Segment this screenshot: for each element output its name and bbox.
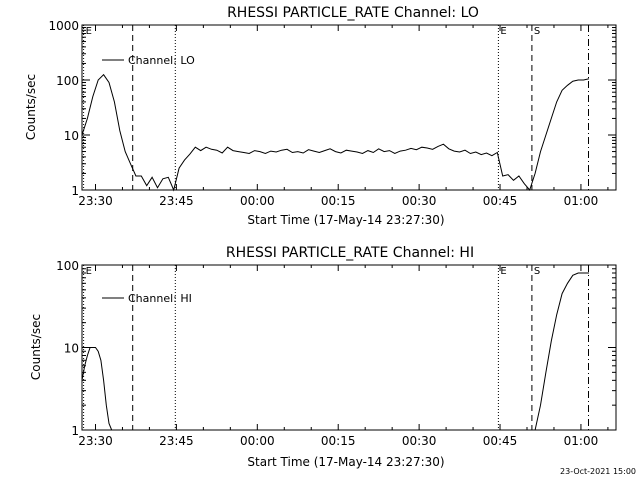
panel-hi: RHESSI PARTICLE_RATE Channel: HI E E S 23:… xyxy=(29,245,617,469)
legend-label: Channel: HI xyxy=(128,292,192,305)
x-tick-label: 00:30 xyxy=(402,434,437,448)
x-tick-label: 00:00 xyxy=(240,434,275,448)
series-line xyxy=(81,272,589,431)
chart-title: RHESSI PARTICLE_RATE Channel: HI xyxy=(226,245,474,261)
x-tick-label: 00:15 xyxy=(321,434,356,448)
plot-frame xyxy=(81,24,617,191)
legend: Channel: HI xyxy=(102,292,192,305)
chart-title: RHESSI PARTICLE_RATE Channel: LO xyxy=(227,5,479,21)
y-axis-label: Counts/sec xyxy=(24,74,38,140)
x-tick-label: 00:45 xyxy=(483,434,518,448)
x-tick-label: 01:00 xyxy=(564,194,599,208)
axis-ticks: 23:30 23:45 00:00 00:15 00:30 00:45 01:00 1 10 10… xyxy=(56,259,616,448)
y-tick-label: 100 xyxy=(56,259,79,273)
x-tick-label: 23:45 xyxy=(159,434,194,448)
x-tick-label: 23:30 xyxy=(78,434,113,448)
marker-label: S xyxy=(534,266,540,277)
x-tick-label: 01:00 xyxy=(564,434,599,448)
x-tick-label: 23:45 xyxy=(159,194,194,208)
axis-ticks: 23:30 23:45 00:00 00:15 00:30 00:45 01:00 1 10 10… xyxy=(48,19,616,208)
marker-label: E xyxy=(500,266,506,277)
marker-label: S xyxy=(534,26,540,37)
x-tick-label: 00:15 xyxy=(321,194,356,208)
y-tick-label: 1 xyxy=(71,424,79,438)
x-tick-label: 23:30 xyxy=(78,194,113,208)
y-tick-label: 1000 xyxy=(48,19,79,33)
y-tick-label: 1 xyxy=(71,184,79,198)
x-tick-label: 00:30 xyxy=(402,194,437,208)
marker-label: E xyxy=(86,26,92,37)
marker-label: E xyxy=(500,26,506,37)
x-tick-label: 00:45 xyxy=(483,194,518,208)
legend-label: Channel: LO xyxy=(128,54,195,67)
legend: Channel: LO xyxy=(102,54,195,67)
panel-lo: RHESSI PARTICLE_RATE Channel: LO E E S 23:… xyxy=(24,5,617,227)
x-axis-label: Start Time (17-May-14 23:27:30) xyxy=(247,455,444,469)
y-tick-label: 10 xyxy=(64,342,79,356)
y-axis-label: Counts/sec xyxy=(29,314,43,380)
series-line xyxy=(81,73,590,192)
marker-label: E xyxy=(86,266,92,277)
y-tick-label: 100 xyxy=(56,74,79,88)
x-tick-label: 00:00 xyxy=(240,194,275,208)
footer-timestamp: 23-Oct-2021 15:00 xyxy=(560,467,636,476)
x-axis-label: Start Time (17-May-14 23:27:30) xyxy=(247,213,444,227)
y-tick-label: 10 xyxy=(64,129,79,143)
plot-frame xyxy=(81,264,617,431)
